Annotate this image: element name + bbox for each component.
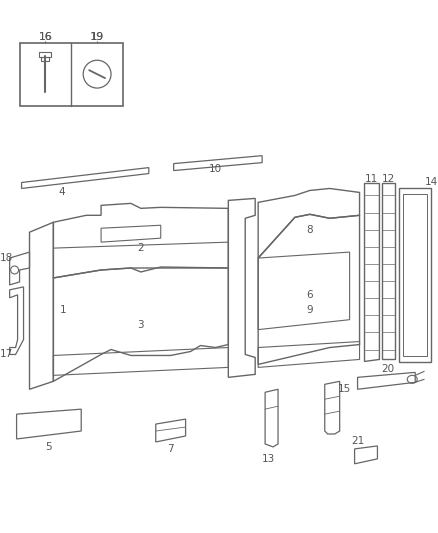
Text: 12: 12 (382, 174, 395, 183)
Bar (399, 189, 431, 362)
Text: 9: 9 (307, 305, 313, 315)
Text: 19: 19 (90, 33, 104, 42)
Text: 1: 1 (60, 305, 67, 315)
Text: 18: 18 (0, 253, 13, 263)
Text: 8: 8 (307, 225, 313, 235)
Text: 13: 13 (261, 454, 275, 464)
Text: 14: 14 (424, 177, 438, 188)
Bar (403, 195, 427, 357)
Text: 15: 15 (338, 384, 351, 394)
Text: 16: 16 (39, 33, 53, 42)
Bar (20, 43, 123, 106)
Text: 11: 11 (365, 174, 378, 183)
Text: 3: 3 (138, 320, 144, 329)
Text: 21: 21 (351, 436, 364, 446)
Text: 17: 17 (0, 350, 13, 359)
Text: 19: 19 (91, 33, 104, 42)
Text: 20: 20 (381, 365, 394, 374)
Text: 5: 5 (45, 442, 52, 452)
Text: 6: 6 (307, 290, 313, 300)
Bar (42, 57, 49, 61)
Text: 16: 16 (39, 33, 52, 42)
Text: 2: 2 (138, 243, 144, 253)
Text: 4: 4 (58, 188, 65, 197)
Text: 7: 7 (167, 444, 174, 454)
Text: 10: 10 (209, 164, 222, 174)
Bar (39, 52, 51, 57)
